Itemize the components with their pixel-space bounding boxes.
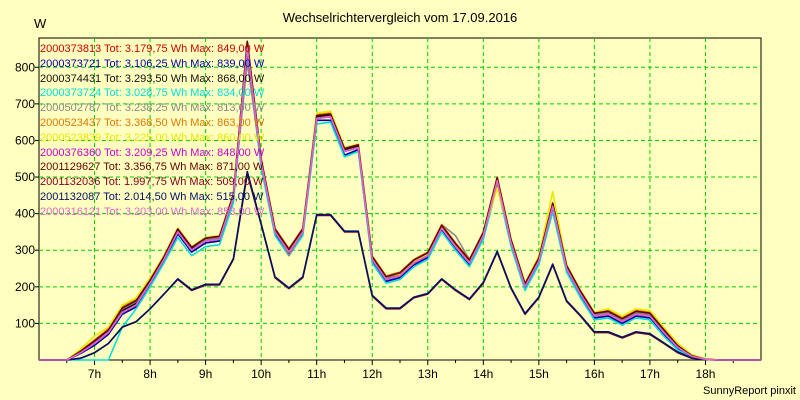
legend-entry-2001132036: 2001132036 Tot: 1.997,75 Wh Max: 509,00 …	[40, 176, 264, 189]
y-axis-ticks: 100 200 300 400 500 600 700 800	[15, 60, 39, 330]
y-tick-label: 700	[15, 97, 35, 111]
legend-entry-2000523839: 2000523839 Tot: 3.225,00 Wh Max: 860,00 …	[40, 131, 265, 144]
legend-entry-2000376360: 2000376360 Tot: 3.209,25 Wh Max: 848,00 …	[40, 146, 265, 159]
legend-entry-2000373721: 2000373721 Tot: 3.106,25 Wh Max: 839,00 …	[40, 57, 265, 70]
y-tick-label: 800	[15, 60, 35, 74]
y-tick-label: 400	[15, 207, 35, 221]
x-tick-label: 17h	[640, 367, 660, 381]
x-tick-label: 13h	[418, 367, 438, 381]
plot-area	[38, 37, 762, 361]
series-line-2000373724	[39, 53, 761, 361]
x-tick-label: 14h	[473, 367, 493, 381]
x-tick-label: 12h	[362, 367, 382, 381]
x-axis-ticks: 7h 8h 9h 10h 11h 12h 13h 14h 15h 16h 17h 18h	[66, 360, 734, 381]
y-tick-label: 600	[15, 133, 35, 147]
x-tick-label: 10h	[251, 367, 271, 381]
footer-credit: SunnyReport pinxit	[703, 385, 796, 397]
x-tick-label: 16h	[584, 367, 604, 381]
y-axis-label: W	[34, 16, 47, 31]
y-tick-label: 100	[15, 316, 35, 330]
legend-entry-2000316121: 2000316121 Tot: 3.203,00 Wh Max: 853,00 …	[40, 205, 265, 218]
x-tick-label: 9h	[199, 367, 212, 381]
legend-entry-2000523437: 2000523437 Tot: 3.368,50 Wh Max: 863,00 …	[40, 116, 265, 129]
x-tick-label: 11h	[307, 367, 326, 381]
series-line-2001132087	[39, 170, 761, 361]
x-tick-label: 18h	[695, 367, 715, 381]
y-tick-label: 500	[15, 170, 35, 184]
x-tick-label: 7h	[88, 367, 101, 381]
legend-entry-2000373724: 2000373724 Tot: 3.028,75 Wh Max: 834,00 …	[40, 87, 265, 100]
series-line-2000316121	[39, 47, 761, 361]
series-line-2001129627	[39, 40, 761, 361]
y-tick-label: 300	[15, 243, 35, 257]
x-tick-label: 15h	[529, 367, 549, 381]
y-tick-label: 200	[15, 280, 35, 294]
series-lines	[39, 40, 761, 361]
legend-entry-2000502787: 2000502787 Tot: 3.238,25 Wh Max: 813,00 …	[40, 102, 265, 115]
x-tick-label: 8h	[143, 367, 156, 381]
grid-lines	[39, 38, 761, 360]
legend-entry-2001132087: 2001132087 Tot: 2.014,50 Wh Max: 515,00 …	[40, 190, 264, 203]
legend-entry-2001129627: 2001129627 Tot: 3.356,75 Wh Max: 871,00 …	[40, 161, 264, 174]
legend: 2000373813 Tot: 3.179,75 Wh Max: 849,00 …	[40, 42, 264, 220]
series-line-2000373721	[39, 52, 761, 361]
legend-entry-2000374431: 2000374431 Tot: 3.293,50 Wh Max: 868,00 …	[40, 72, 265, 85]
chart-title: Wechselrichtervergleich vom 17.09.2016	[282, 10, 518, 25]
legend-entry-2000373813: 2000373813 Tot: 3.179,75 Wh Max: 849,00 …	[40, 43, 265, 55]
